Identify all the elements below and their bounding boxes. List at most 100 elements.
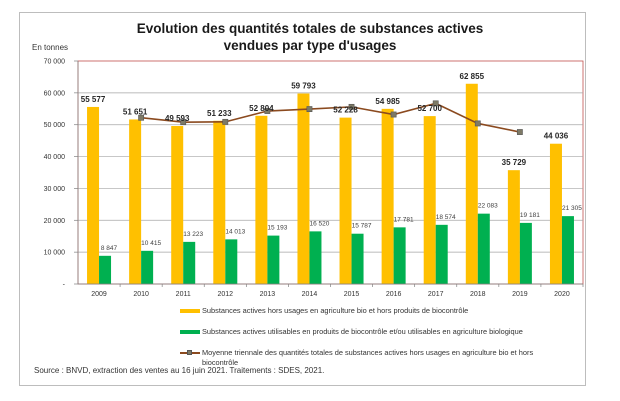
legend-label: Substances actives utilisables en produi… xyxy=(202,327,523,336)
moving-average-marker xyxy=(432,100,439,107)
x-tick-label: 2010 xyxy=(133,291,149,298)
moving-average-marker xyxy=(222,118,229,125)
y-tick-label: 70 000 xyxy=(44,59,66,66)
y-tick-label: - xyxy=(63,282,66,289)
bar-biocontrol xyxy=(225,239,238,284)
moving-average-marker xyxy=(474,120,481,127)
x-tick-label: 2013 xyxy=(260,291,276,298)
bar-conventional xyxy=(507,170,520,284)
bar-biocontrol xyxy=(183,241,196,284)
data-label-conventional: 55 577 xyxy=(81,95,106,104)
x-tick-label: 2009 xyxy=(91,291,107,298)
plot-area-border xyxy=(77,60,584,285)
data-label-biocontrol: 14 013 xyxy=(225,228,245,235)
bar-conventional xyxy=(129,119,142,284)
legend-swatch-yellow xyxy=(180,309,200,313)
bar-conventional xyxy=(297,93,310,284)
legend-marker-icon xyxy=(187,350,192,355)
data-label-conventional: 35 729 xyxy=(502,158,527,167)
y-tick-label: 50 000 xyxy=(44,122,66,129)
x-tick-label: 2017 xyxy=(428,291,444,298)
chart-title: Evolution des quantités totales de subst… xyxy=(0,20,620,54)
bar-conventional xyxy=(171,126,184,285)
y-axis-unit-label: En tonnes xyxy=(32,43,69,52)
legend-item-moving-average: Moyenne triennale des quantités totales … xyxy=(180,348,580,368)
y-tick-label: 40 000 xyxy=(44,154,66,161)
data-label-conventional: 52 700 xyxy=(417,104,442,113)
x-axis: 2009 2010 2011 2012 2013 2014 2015 2016 2017 2018… xyxy=(78,283,584,298)
bars xyxy=(87,83,574,285)
moving-average-marker xyxy=(306,106,313,113)
data-label-conventional: 49 593 xyxy=(165,114,190,123)
moving-average-polyline xyxy=(141,102,521,133)
data-label-biocontrol: 15 787 xyxy=(352,223,372,230)
data-label-conventional: 62 855 xyxy=(460,72,485,81)
bar-biocontrol xyxy=(309,231,322,284)
data-labels: 55 577 8 847 51 651 10 415 49 593 13 223 51 23… xyxy=(81,72,582,252)
chart-title-line-1: Evolution des quantités totales de subst… xyxy=(136,21,484,36)
y-tick-label: 60 000 xyxy=(44,90,66,97)
gridlines xyxy=(77,60,584,285)
bar-biocontrol xyxy=(435,224,448,284)
y-tick-label: 20 000 xyxy=(44,218,66,225)
source-note: Source : BNVD, extraction des ventes au … xyxy=(34,366,325,375)
moving-average-marker xyxy=(516,129,523,135)
data-label-conventional: 54 985 xyxy=(375,97,400,106)
y-tick-label: 10 000 xyxy=(44,250,66,257)
legend-label: Substances actives hors usages en agricu… xyxy=(202,306,469,315)
y-axis: - 10 000 20 000 30 000 40 000 50 000 60 000 70 … xyxy=(44,59,79,289)
data-label-biocontrol: 16 520 xyxy=(310,220,330,227)
x-tick-label: 2012 xyxy=(218,291,234,298)
data-label-biocontrol: 10 415 xyxy=(141,240,161,247)
bar-biocontrol xyxy=(99,255,112,284)
x-tick-label: 2018 xyxy=(470,291,486,298)
moving-average-marker xyxy=(180,119,187,126)
data-label-biocontrol: 8 847 xyxy=(101,245,118,252)
x-tick-label: 2014 xyxy=(302,291,318,298)
data-label-conventional: 52 804 xyxy=(249,104,274,113)
x-tick-label: 2011 xyxy=(176,291,191,298)
x-tick-label: 2016 xyxy=(386,291,402,298)
data-label-biocontrol: 15 193 xyxy=(267,225,287,232)
data-label-biocontrol: 13 223 xyxy=(183,231,203,238)
data-label-conventional: 59 793 xyxy=(291,82,316,91)
moving-average-marker xyxy=(264,108,271,114)
y-tick-label: 30 000 xyxy=(44,186,66,193)
bar-biocontrol xyxy=(477,213,490,284)
bar-biocontrol xyxy=(519,222,532,284)
moving-average-marker xyxy=(348,103,355,110)
bar-conventional xyxy=(423,116,436,284)
data-label-conventional: 51 651 xyxy=(123,107,148,116)
legend-swatch-green xyxy=(180,330,200,334)
data-label-biocontrol: 18 574 xyxy=(436,214,456,221)
bar-conventional xyxy=(381,108,394,285)
legend: Substances actives hors usages en agricu… xyxy=(180,306,580,379)
moving-average-marker xyxy=(390,111,397,118)
data-label-conventional: 51 233 xyxy=(207,109,232,118)
bar-conventional xyxy=(255,115,268,284)
x-tick-label: 2020 xyxy=(554,291,570,298)
bar-conventional xyxy=(465,83,478,284)
legend-item-biocontrol: Substances actives utilisables en produi… xyxy=(180,327,580,337)
x-tick-label: 2015 xyxy=(344,291,360,298)
data-label-biocontrol: 21 305 xyxy=(562,205,582,212)
moving-average-line xyxy=(138,100,523,135)
chart-title-line-2: vendues par type d'usages xyxy=(223,38,397,53)
bar-conventional xyxy=(549,143,562,284)
bar-biocontrol xyxy=(351,233,364,284)
bar-conventional xyxy=(339,117,352,284)
legend-item-conventional: Substances actives hors usages en agricu… xyxy=(180,306,580,316)
legend-label: Moyenne triennale des quantités totales … xyxy=(202,348,534,367)
data-label-biocontrol: 22 083 xyxy=(478,203,498,210)
bar-conventional xyxy=(87,106,100,284)
moving-average-marker xyxy=(138,114,145,121)
data-label-conventional: 52 228 xyxy=(333,106,358,115)
bar-biocontrol xyxy=(141,250,154,284)
bar-conventional xyxy=(213,120,226,284)
x-tick-label: 2019 xyxy=(512,291,528,298)
bar-biocontrol xyxy=(561,216,574,284)
data-label-biocontrol: 19 181 xyxy=(520,212,540,219)
data-label-conventional: 44 036 xyxy=(544,132,569,141)
data-label-biocontrol: 17 781 xyxy=(394,216,414,223)
